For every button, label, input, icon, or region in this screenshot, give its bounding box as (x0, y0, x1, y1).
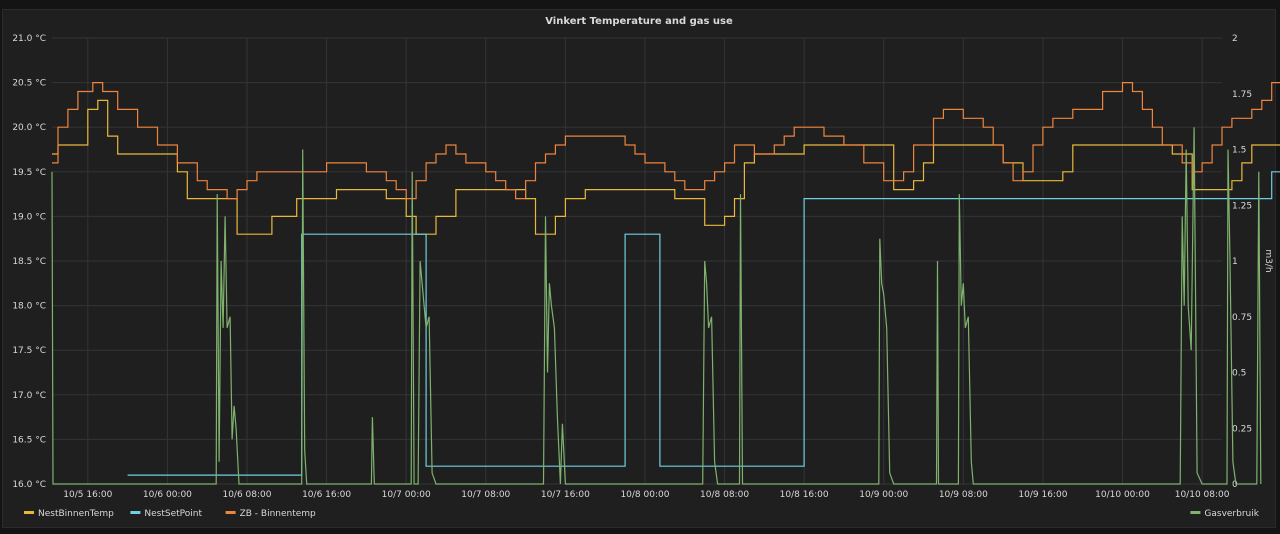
x-tick-label: 10/6 08:00 (222, 490, 271, 500)
legend-swatch (24, 511, 34, 514)
y-left-tick-label: 17.5 °C (12, 346, 46, 356)
x-tick-label: 10/7 08:00 (461, 490, 510, 500)
x-tick-label: 10/7 16:00 (541, 490, 590, 500)
y-right-tick-label: 1.5 (1232, 146, 1246, 156)
y-right-tick-label: 0.75 (1232, 313, 1252, 323)
series-line-zb-binnentemp (52, 82, 1280, 200)
y-left-tick-label: 16.5 °C (12, 435, 46, 445)
y-right-tick-label: 0.5 (1232, 369, 1246, 379)
legend-swatch (225, 511, 236, 514)
x-tick-label: 10/6 00:00 (143, 490, 192, 500)
y-left-tick-label: 16.0 °C (12, 480, 46, 490)
x-tick-label: 10/9 16:00 (1018, 490, 1067, 500)
legend-label[interactable]: Gasverbruik (1204, 509, 1259, 519)
x-tick-label: 10/5 16:00 (63, 490, 112, 500)
x-tick-label: 10/9 00:00 (859, 490, 908, 500)
x-tick-label: 10/7 00:00 (382, 490, 431, 500)
y-right-tick-label: 0.25 (1232, 424, 1252, 434)
y-right-tick-label: 1 (1232, 257, 1238, 267)
x-tick-label: 10/9 08:00 (939, 490, 988, 500)
y-right-tick-label: 2 (1232, 34, 1238, 44)
legend-label[interactable]: ZB - Binnentemp (240, 509, 316, 519)
x-tick-label: 10/10 08:00 (1175, 490, 1230, 500)
y-right-axis-label: m3/h (1263, 249, 1273, 272)
y-left-tick-label: 19.0 °C (12, 212, 46, 222)
y-left-tick-label: 18.5 °C (12, 257, 46, 267)
y-left-tick-label: 20.0 °C (12, 123, 46, 133)
y-right-tick-label: 1.75 (1232, 90, 1252, 100)
legend-label[interactable]: NestBinnenTemp (38, 509, 114, 519)
x-tick-label: 10/8 16:00 (780, 490, 829, 500)
legend-label[interactable]: NestSetPoint (144, 509, 202, 519)
x-tick-label: 10/8 00:00 (620, 490, 669, 500)
series-line-gasverbruik (51, 127, 1262, 485)
y-left-tick-label: 21.0 °C (12, 34, 46, 44)
y-left-tick-label: 19.5 °C (12, 168, 46, 178)
y-right-tick-label: 0 (1232, 480, 1238, 490)
legend-swatch (1190, 511, 1201, 514)
y-left-tick-label: 18.0 °C (12, 302, 46, 312)
x-tick-label: 10/6 16:00 (302, 490, 351, 500)
legend-swatch (130, 511, 141, 514)
y-left-tick-label: 20.5 °C (12, 79, 46, 89)
x-tick-label: 10/8 08:00 (700, 490, 749, 500)
panel-title[interactable]: Vinkert Temperature and gas use (545, 16, 733, 27)
y-right-tick-label: 1.25 (1232, 201, 1252, 211)
series-line-nestbinnentemp (52, 99, 1280, 235)
graph-panel: Vinkert Temperature and gas use (2, 9, 1276, 528)
y-left-tick-label: 17.0 °C (12, 391, 46, 401)
x-tick-label: 10/10 00:00 (1095, 490, 1150, 500)
